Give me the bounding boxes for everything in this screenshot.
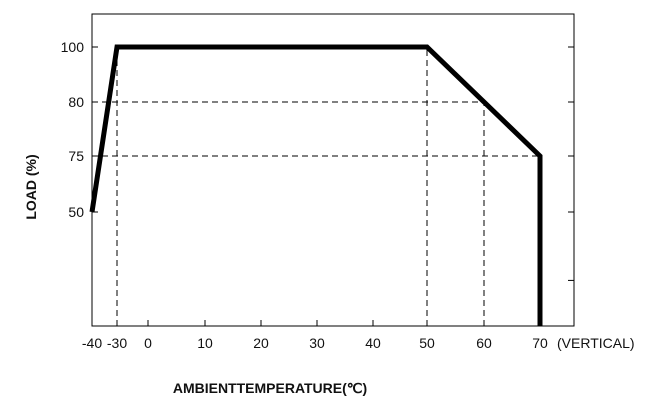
y-axis-title: LOAD (%) [23,154,39,219]
y-tick-labels: 50 75 80 100 [61,39,85,220]
y-tick-label-1: 75 [68,148,84,164]
y-tick-marks [92,46,574,281]
x-tick-label-1: -30 [107,335,127,351]
y-tick-label-2: 80 [68,94,84,110]
x-tick-label-6: 40 [365,335,381,351]
plot-frame [91,13,575,327]
x-tick-label-8: 60 [476,335,492,351]
reference-lines [92,47,540,326]
x-tick-label-2: 0 [144,335,152,351]
x-tick-label-9: 70 [532,335,548,351]
x-tick-label-4: 20 [253,335,269,351]
x-tick-labels: -40 -30 0 10 20 30 40 50 60 70 [82,335,548,351]
x-tick-suffix: (VERTICAL) [557,335,635,351]
x-tick-label-5: 30 [309,335,325,351]
x-tick-marks [116,320,541,326]
y-tick-label-0: 50 [68,204,84,220]
x-tick-label-7: 50 [419,335,435,351]
x-tick-label-0: -40 [82,335,102,351]
y-tick-label-3: 100 [61,39,85,55]
x-axis-title: AMBIENTTEMPERATURE(℃) [173,380,367,396]
series-line-0 [89,44,543,326]
x-tick-label-3: 10 [197,335,213,351]
series-layer [89,44,543,327]
